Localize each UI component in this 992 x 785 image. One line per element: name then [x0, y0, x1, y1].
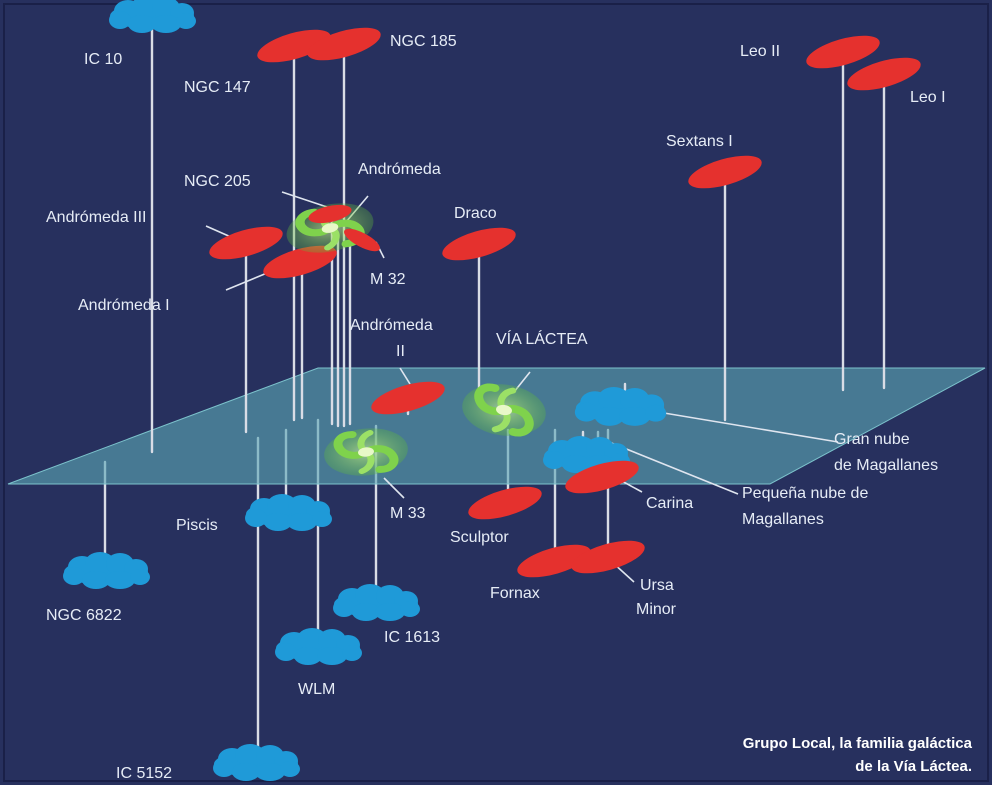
galaxy-sextans [688, 155, 762, 189]
label-leo1: Leo I [910, 89, 946, 106]
pointer-m33 [383, 477, 405, 499]
label-wlm: WLM [298, 681, 335, 698]
label-leo2: Leo II [740, 43, 780, 60]
label-via-lactea: VÍA LÁCTEA [496, 329, 588, 348]
label-carina: Carina [646, 495, 693, 512]
caption: Grupo Local, la familia galáctica de la … [743, 735, 973, 775]
label-ngc185: NGC 185 [390, 33, 457, 50]
label-m33: M 33 [390, 505, 426, 522]
galaxy-ngc205 [308, 204, 352, 224]
label-ursa-line2: Minor [636, 601, 677, 618]
galaxy-andromeda1 [263, 245, 337, 279]
galaxy-leo2 [806, 35, 880, 69]
galaxy-labels: IC 10 NGC 147 NGC 185 Leo II Leo I Sexta… [46, 33, 946, 782]
galaxy-ic10 [109, 0, 196, 33]
label-ic1613: IC 1613 [384, 629, 440, 646]
pointer-ngc205 [281, 191, 331, 209]
galaxy-m32 [344, 228, 380, 252]
label-andromeda1: Andrómeda I [78, 297, 170, 314]
frame [3, 3, 989, 782]
caption-line2: de la Vía Láctea. [855, 758, 972, 775]
galaxy-sculptor [468, 486, 542, 520]
galaxy-fornax [517, 544, 591, 578]
caption-line1: Grupo Local, la familia galáctica [743, 735, 973, 752]
label-andromeda3: Andrómeda III [46, 209, 147, 226]
label-piscis: Piscis [176, 517, 218, 534]
label-andromeda2-line1: Andrómeda [350, 317, 433, 334]
pointer-andromeda2 [399, 367, 411, 385]
galaxy-leo1 [847, 57, 921, 91]
label-ngc205: NGC 205 [184, 173, 251, 190]
label-sextans: Sextans I [666, 133, 733, 150]
label-fornax: Fornax [490, 585, 540, 602]
galaxy-andromeda2 [371, 381, 445, 415]
galaxy-draco [442, 227, 516, 261]
label-ursa-line1: Ursa [640, 577, 674, 594]
galaxy-ngc147 [257, 29, 331, 63]
elliptical-galaxies [209, 27, 921, 578]
galaxy-ngc185 [307, 27, 381, 61]
label-andromeda2-line2: II [396, 343, 405, 360]
galaxy-carina [565, 460, 639, 494]
label-lmc-line2: de Magallanes [834, 457, 938, 474]
label-smc-line1: Pequeña nube de [742, 485, 868, 502]
label-andromeda: Andrómeda [358, 161, 441, 178]
label-smc-line2: Magallanes [742, 511, 824, 528]
label-ic5152: IC 5152 [116, 765, 172, 782]
label-ngc6822: NGC 6822 [46, 607, 122, 624]
label-sculptor: Sculptor [450, 529, 509, 546]
pointer-lmc [645, 409, 839, 443]
label-ic10: IC 10 [84, 51, 122, 68]
label-lmc-line1: Gran nube [834, 431, 910, 448]
label-m32: M 32 [370, 271, 406, 288]
galaxy-andromeda3 [209, 226, 283, 260]
label-draco: Draco [454, 205, 497, 222]
galaxy-ursa [571, 540, 645, 574]
label-ngc147: NGC 147 [184, 79, 251, 96]
